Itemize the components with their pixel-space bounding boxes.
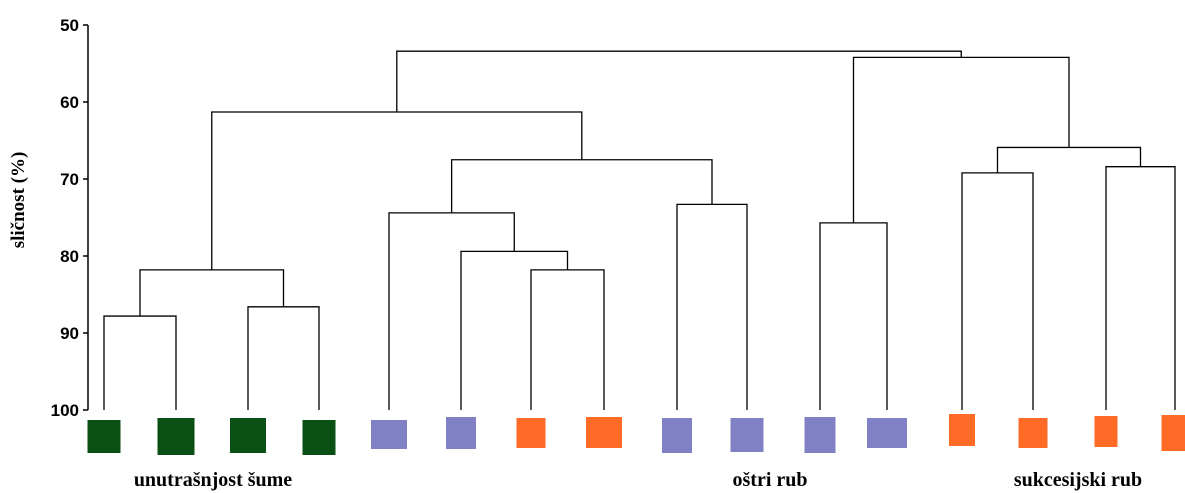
dendrogram-link (139, 269, 285, 317)
dendrogram-link (450, 159, 713, 213)
dendrogram-link (1105, 166, 1176, 410)
leaf-marker-ostri (371, 420, 407, 449)
dendrogram-link (852, 56, 1070, 223)
leaf-marker-sukcesijski (586, 417, 622, 448)
dendrogram-link (211, 111, 583, 270)
y-tick-label: 60 (60, 93, 79, 112)
leaf-marker-unutrasnjost (230, 418, 266, 453)
y-axis-ticks: 50 60 70 80 90 100 (51, 16, 88, 420)
y-axis-title: sličnost (%) (8, 152, 29, 249)
y-tick-label: 50 (60, 16, 79, 35)
leaf-marker-unutrasnjost (157, 418, 195, 455)
group-label: oštri rub (733, 469, 808, 491)
leaf-marker-sukcesijski (1161, 415, 1185, 451)
dendrogram-link (103, 315, 177, 410)
y-tick-label: 70 (60, 170, 79, 189)
leaf-marker-sukcesijski (949, 414, 975, 446)
dendrogram-link (961, 172, 1034, 410)
leaf-marker-unutrasnjost (302, 420, 336, 455)
dendrogram-link (996, 146, 1142, 173)
dendrogram-link (819, 222, 888, 410)
dendrogram-link (388, 212, 515, 410)
y-tick-label: 90 (60, 324, 79, 343)
leaf-marker-unutrasnjost (87, 420, 121, 453)
dendrogram-link (530, 269, 605, 410)
leaf-marker-ostri (730, 418, 764, 452)
group-labels: unutrašnjost šume oštri rub sukcesijski ru… (134, 469, 1142, 491)
dendrogram-link (460, 250, 569, 410)
leaf-marker-ostri (662, 418, 692, 453)
dendrogram-links (103, 50, 1176, 410)
dendrogram-link (247, 306, 320, 410)
y-tick-label: 100 (51, 401, 79, 420)
y-tick-label: 80 (60, 247, 79, 266)
group-label: sukcesijski rub (1014, 469, 1142, 491)
dendrogram-link (676, 203, 748, 410)
leaf-markers (87, 414, 1185, 455)
leaf-marker-ostri (867, 418, 907, 448)
leaf-marker-sukcesijski (1094, 416, 1118, 447)
leaf-marker-ostri (446, 417, 476, 449)
group-label: unutrašnjost šume (134, 469, 292, 491)
leaf-marker-sukcesijski (1018, 418, 1048, 448)
leaf-marker-ostri (804, 417, 836, 453)
leaf-marker-sukcesijski (516, 418, 546, 448)
dendrogram-link (396, 50, 962, 113)
